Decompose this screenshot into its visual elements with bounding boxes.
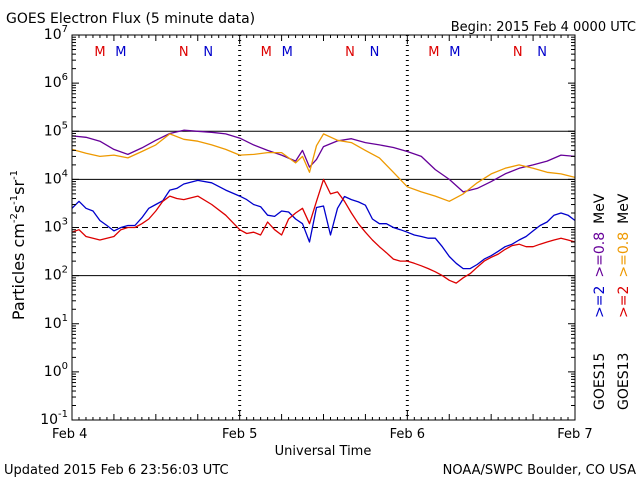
- legend-goes15-label: GOES15: [592, 353, 608, 410]
- y-tick-label: 105: [44, 120, 68, 139]
- legend-goes15-entries: >=2 >=0.8 MeV: [592, 193, 608, 318]
- mn-marker: M: [94, 45, 105, 60]
- y-tick-exponent: 2: [62, 265, 68, 276]
- x-tick-label: Feb 4: [52, 427, 87, 442]
- y-axis-label-sr: sr: [9, 180, 28, 195]
- y-tick-exponent: 6: [62, 72, 68, 83]
- legend-layer: GOES15 >=2 >=0.8 MeV GOES13 >=2 >=0.8 MeV: [592, 193, 632, 410]
- mn-marker: N: [203, 45, 213, 60]
- mn-marker: N: [370, 45, 380, 60]
- y-tick-base: 10: [44, 75, 62, 91]
- y-tick-exponent: 0: [62, 361, 68, 372]
- y-tick-label: 102: [44, 265, 68, 284]
- series-line-0: [71, 129, 576, 193]
- mn-marker: M: [282, 45, 293, 60]
- y-tick-base: 10: [44, 123, 62, 139]
- y-tick-exponent: 3: [62, 217, 68, 228]
- mn-marker: M: [449, 45, 460, 60]
- legend-entry: >=2: [592, 286, 608, 318]
- legend-entry: >=0.8: [616, 232, 632, 278]
- y-tick-label: 104: [44, 168, 68, 187]
- x-tick-label: Feb 7: [557, 427, 592, 442]
- mn-marker: N: [179, 45, 189, 60]
- legend-entry: MeV: [616, 193, 632, 224]
- y-tick-exponent: 5: [62, 120, 68, 131]
- series-layer: [71, 129, 576, 284]
- mn-marker: M: [261, 45, 272, 60]
- y-tick-label: 106: [44, 72, 68, 91]
- y-axis-label-main: Particles cm: [9, 223, 28, 320]
- mn-marker: M: [115, 45, 126, 60]
- y-tick-label: 107: [44, 24, 68, 43]
- updated-timestamp: Updated 2015 Feb 6 23:56:03 UTC: [4, 463, 229, 478]
- mn-marker: N: [537, 45, 547, 60]
- begin-time-label: Begin: 2015 Feb 4 0000 UTC: [451, 20, 636, 35]
- series-line-3: [71, 178, 576, 284]
- legend-goes13-entries: >=2 >=0.8 MeV: [616, 193, 632, 318]
- x-tick-label: Feb 5: [222, 427, 257, 442]
- y-tick-base: 10: [44, 27, 62, 43]
- y-axis-label-exp2: -1: [9, 195, 20, 205]
- y-tick-label: 100: [44, 361, 68, 380]
- y-axis-label-exp3: -1: [9, 170, 20, 180]
- y-tick-label: 101: [44, 313, 68, 332]
- y-tick-label: 103: [44, 217, 68, 236]
- y-tick-exponent: 4: [62, 168, 68, 179]
- y-tick-base: 10: [44, 268, 62, 284]
- y-tick-base: 10: [44, 171, 62, 187]
- grid-layer: [72, 35, 575, 420]
- series-line-1: [71, 133, 576, 202]
- y-tick-label: 10-1: [40, 409, 68, 428]
- x-tick-label: Feb 6: [390, 427, 425, 442]
- legend-entry: >=2: [616, 286, 632, 318]
- y-tick-exponent: -1: [58, 409, 68, 420]
- y-tick-base: 10: [40, 412, 58, 428]
- mn-marker: N: [345, 45, 355, 60]
- y-tick-exponent: 1: [62, 313, 68, 324]
- mn-marker: M: [428, 45, 439, 60]
- legend-entry: >=0.8: [592, 232, 608, 278]
- y-tick-base: 10: [44, 316, 62, 332]
- chart-title: GOES Electron Flux (5 minute data): [6, 11, 255, 27]
- x-axis-label: Universal Time: [275, 444, 372, 459]
- y-tick-base: 10: [44, 220, 62, 236]
- y-tick-exponent: 7: [62, 24, 68, 35]
- legend-entry: MeV: [592, 193, 608, 224]
- y-axis-label-exp1: -2: [9, 213, 20, 223]
- agency-credit: NOAA/SWPC Boulder, CO USA: [443, 463, 636, 478]
- series-line-2: [71, 179, 576, 270]
- y-axis-label-s: s: [9, 205, 28, 213]
- y-tick-base: 10: [44, 364, 62, 380]
- y-axis-label: Particles cm-2s-1sr-1: [9, 170, 28, 320]
- mn-marker: N: [513, 45, 523, 60]
- legend-goes13-label: GOES13: [616, 353, 632, 410]
